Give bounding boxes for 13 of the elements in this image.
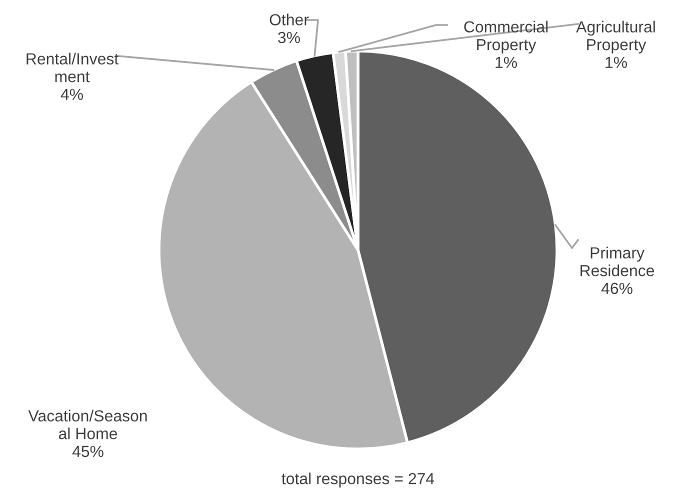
data-label: 3%	[278, 32, 300, 44]
data-label: 4%	[60, 88, 83, 100]
slice-label: Commercial Property	[464, 20, 548, 54]
slice-label: Primary Residence	[580, 246, 654, 276]
data-label: 45%	[72, 446, 104, 458]
text: total responses = 274	[282, 472, 434, 488]
slice-label: Agricultural Property	[576, 20, 655, 54]
data-label: 46%	[601, 282, 632, 294]
data-label: 1%	[606, 56, 627, 68]
slice-label: Vacation/Season al Home	[28, 410, 147, 440]
slice-label: Rental/Invest ment	[26, 52, 118, 82]
slice-label: Other	[270, 14, 309, 26]
data-label: 1%	[496, 56, 517, 68]
